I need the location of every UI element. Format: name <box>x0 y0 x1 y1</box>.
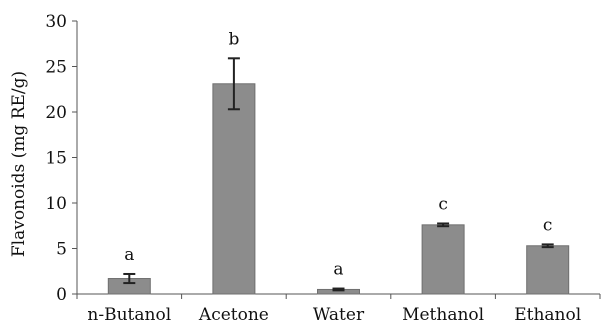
significance-label: a <box>333 260 343 280</box>
x-axis <box>76 293 601 299</box>
category-labels: n-Butanol Acetone Water Methanol Ethanol <box>87 305 581 325</box>
y-tick-label: 30 <box>45 12 67 32</box>
y-tick-label: 5 <box>56 240 67 260</box>
bar-acetone <box>212 83 256 295</box>
significance-label: c <box>543 215 553 235</box>
error-bars <box>123 57 554 292</box>
y-axis: 0 5 10 15 20 25 30 <box>45 12 78 305</box>
bar-methanol <box>421 224 465 295</box>
y-tick-label: 25 <box>45 58 67 78</box>
x-category-label: Acetone <box>198 305 269 325</box>
x-category-label: Water <box>313 305 365 325</box>
y-tick-label: 0 <box>56 285 67 305</box>
significance-label: a <box>124 245 134 265</box>
y-tick-label: 20 <box>45 103 67 123</box>
x-category-label: n-Butanol <box>87 305 171 325</box>
bars <box>107 83 570 295</box>
bar-ethanol <box>526 245 570 295</box>
significance-labels: a b a c c <box>124 29 552 279</box>
x-category-label: Ethanol <box>514 305 581 325</box>
significance-label: c <box>438 194 448 214</box>
significance-label: b <box>228 29 239 49</box>
x-category-label: Methanol <box>402 305 484 325</box>
y-axis-title: Flavonoids (mg RE/g) <box>9 71 29 257</box>
y-tick-label: 15 <box>45 149 67 169</box>
y-tick-label: 10 <box>45 194 67 214</box>
